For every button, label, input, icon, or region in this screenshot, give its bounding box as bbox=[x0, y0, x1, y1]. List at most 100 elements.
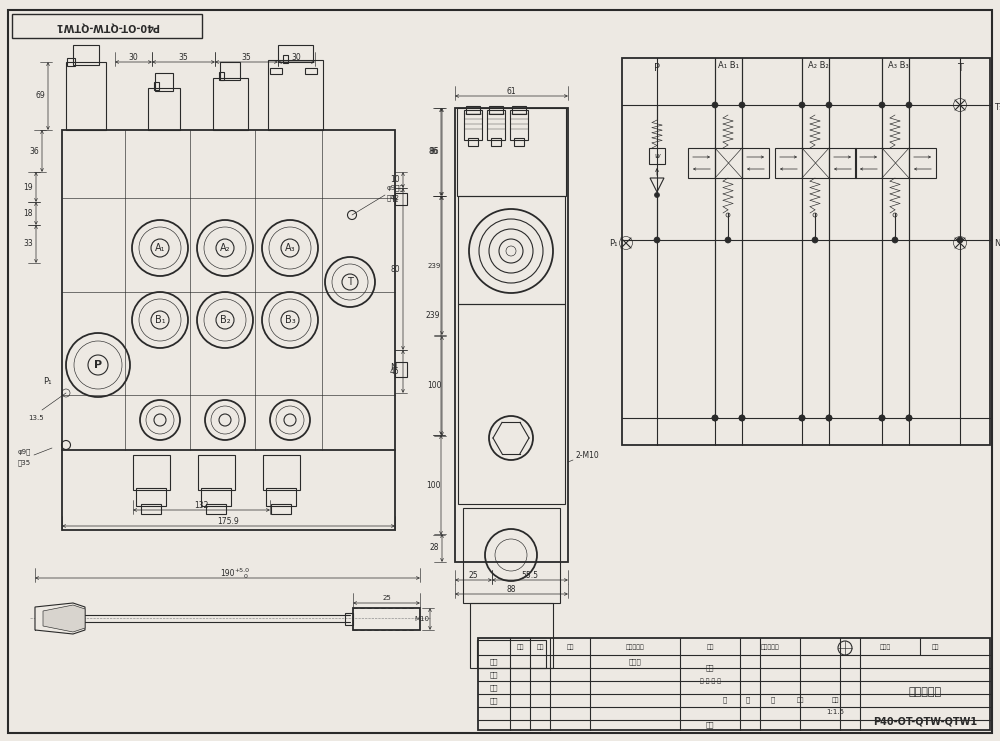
Text: P₁: P₁ bbox=[44, 377, 52, 387]
Bar bbox=[266, 488, 296, 506]
Circle shape bbox=[654, 237, 660, 243]
Bar bbox=[73, 45, 99, 65]
Bar bbox=[855, 148, 882, 178]
Circle shape bbox=[826, 415, 832, 421]
Bar bbox=[66, 62, 106, 130]
Text: 审核: 审核 bbox=[490, 685, 498, 691]
Text: M10: M10 bbox=[415, 616, 430, 622]
Text: 重量: 重量 bbox=[796, 697, 804, 702]
Text: T: T bbox=[347, 277, 353, 287]
Bar bbox=[458, 304, 565, 504]
Text: A₂: A₂ bbox=[220, 243, 230, 253]
Text: 25: 25 bbox=[469, 571, 478, 579]
Circle shape bbox=[892, 237, 898, 243]
Circle shape bbox=[739, 415, 745, 421]
Text: A₃ B₃: A₃ B₃ bbox=[888, 62, 908, 70]
Text: 静 良 签 记: 静 良 签 记 bbox=[700, 678, 720, 684]
Text: A₁: A₁ bbox=[155, 243, 165, 253]
Text: 更改文件号: 更改文件号 bbox=[626, 644, 644, 650]
Text: 132: 132 bbox=[194, 500, 209, 510]
Text: N: N bbox=[994, 239, 1000, 247]
Circle shape bbox=[725, 237, 731, 243]
Text: 10: 10 bbox=[390, 176, 400, 185]
Text: 100: 100 bbox=[427, 382, 441, 391]
Bar bbox=[271, 504, 291, 514]
Text: +5.0: +5.0 bbox=[234, 568, 250, 573]
Text: 签名: 签名 bbox=[706, 644, 714, 650]
Text: 设计: 设计 bbox=[490, 659, 498, 665]
Text: 86: 86 bbox=[428, 147, 438, 156]
Polygon shape bbox=[43, 605, 85, 632]
Circle shape bbox=[712, 415, 718, 421]
Bar bbox=[141, 504, 161, 514]
Text: 30: 30 bbox=[129, 53, 138, 62]
Bar bbox=[458, 196, 565, 304]
Text: w: w bbox=[654, 153, 660, 159]
Bar bbox=[470, 603, 553, 668]
Text: A₁ B₁: A₁ B₁ bbox=[718, 62, 738, 70]
Text: 30: 30 bbox=[292, 53, 301, 62]
Text: 175.9: 175.9 bbox=[218, 516, 239, 525]
Text: P40-OT-QTW-QTW1: P40-OT-QTW-QTW1 bbox=[873, 717, 977, 727]
Text: 25: 25 bbox=[382, 595, 391, 601]
Bar bbox=[909, 148, 936, 178]
Bar bbox=[206, 504, 226, 514]
Text: 0: 0 bbox=[236, 574, 248, 579]
Bar bbox=[455, 108, 568, 562]
Polygon shape bbox=[837, 643, 845, 653]
Bar bbox=[489, 106, 503, 114]
Text: 第: 第 bbox=[771, 697, 775, 703]
Bar bbox=[477, 640, 546, 668]
Bar bbox=[395, 362, 407, 377]
Circle shape bbox=[799, 415, 805, 421]
Bar bbox=[268, 60, 323, 130]
Text: 版本号: 版本号 bbox=[879, 644, 891, 650]
Text: 55.5: 55.5 bbox=[522, 571, 538, 579]
Circle shape bbox=[739, 102, 745, 108]
Text: 239: 239 bbox=[426, 311, 440, 320]
Bar bbox=[487, 110, 505, 140]
Text: 标准化: 标准化 bbox=[629, 659, 641, 665]
Circle shape bbox=[879, 415, 885, 421]
Bar bbox=[133, 455, 170, 490]
Text: φ9通孔: φ9通孔 bbox=[387, 185, 405, 191]
Bar bbox=[688, 148, 715, 178]
Text: P₁: P₁ bbox=[610, 239, 618, 247]
Circle shape bbox=[712, 102, 718, 108]
Bar bbox=[67, 58, 75, 66]
Polygon shape bbox=[35, 603, 85, 634]
Text: 类型: 类型 bbox=[931, 644, 939, 650]
Text: 标记: 标记 bbox=[516, 644, 524, 650]
Text: N: N bbox=[390, 364, 396, 373]
Text: 61: 61 bbox=[507, 87, 516, 96]
Text: B₃: B₃ bbox=[285, 315, 295, 325]
Text: φ9孔: φ9孔 bbox=[18, 449, 31, 455]
Bar bbox=[829, 148, 856, 178]
Bar bbox=[775, 148, 802, 178]
Text: 共: 共 bbox=[723, 697, 727, 703]
Bar bbox=[148, 88, 180, 130]
Bar bbox=[464, 110, 482, 140]
Bar bbox=[345, 613, 353, 625]
Text: P40-OT-QTW-QTW1: P40-OT-QTW-QTW1 bbox=[55, 21, 159, 31]
Text: 工艺: 工艺 bbox=[490, 698, 498, 704]
Text: 高42: 高42 bbox=[387, 195, 400, 202]
Text: A₂ B₂: A₂ B₂ bbox=[808, 62, 828, 70]
Bar bbox=[512, 106, 526, 114]
Text: A₃: A₃ bbox=[285, 243, 295, 253]
Text: 1:1.5: 1:1.5 bbox=[826, 709, 844, 715]
Bar bbox=[12, 14, 202, 38]
Circle shape bbox=[879, 102, 885, 108]
Text: 年、月、日: 年、月、日 bbox=[761, 644, 779, 650]
Bar bbox=[155, 73, 173, 91]
Circle shape bbox=[739, 415, 745, 421]
Bar bbox=[514, 138, 524, 146]
Text: 35: 35 bbox=[242, 53, 251, 62]
Bar bbox=[457, 108, 566, 196]
Bar bbox=[136, 488, 166, 506]
Circle shape bbox=[906, 415, 912, 421]
Text: 100: 100 bbox=[426, 480, 440, 490]
Bar bbox=[62, 130, 395, 530]
Bar bbox=[278, 45, 313, 62]
Text: 处数: 处数 bbox=[536, 644, 544, 650]
